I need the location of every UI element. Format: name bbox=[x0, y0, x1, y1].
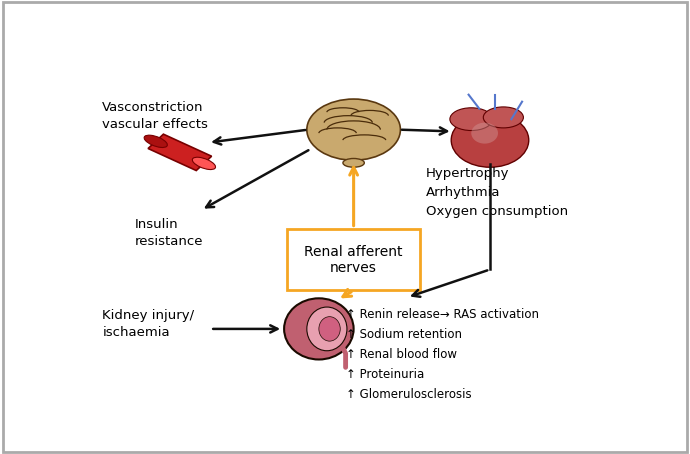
Ellipse shape bbox=[483, 107, 524, 128]
FancyArrowPatch shape bbox=[350, 167, 357, 226]
Ellipse shape bbox=[307, 307, 347, 351]
Ellipse shape bbox=[144, 135, 168, 148]
Ellipse shape bbox=[471, 123, 498, 143]
Ellipse shape bbox=[450, 108, 493, 130]
Ellipse shape bbox=[193, 157, 215, 169]
Text: ↑ Renin release→ RAS activation
↑ Sodium retention
↑ Renal blood flow
↑ Proteinu: ↑ Renin release→ RAS activation ↑ Sodium… bbox=[346, 308, 539, 401]
FancyArrowPatch shape bbox=[213, 325, 277, 332]
Ellipse shape bbox=[284, 298, 354, 360]
Ellipse shape bbox=[307, 99, 400, 160]
Text: Vasconstriction
vascular effects: Vasconstriction vascular effects bbox=[102, 101, 208, 131]
Ellipse shape bbox=[343, 158, 364, 167]
Ellipse shape bbox=[319, 317, 340, 341]
FancyArrowPatch shape bbox=[214, 130, 306, 144]
FancyArrowPatch shape bbox=[402, 128, 447, 134]
Text: Insulin
resistance: Insulin resistance bbox=[135, 218, 203, 248]
FancyArrowPatch shape bbox=[413, 271, 487, 297]
FancyArrowPatch shape bbox=[206, 150, 308, 207]
Text: Renal afferent
nerves: Renal afferent nerves bbox=[304, 245, 403, 275]
Ellipse shape bbox=[451, 113, 529, 167]
Text: Kidney injury/
ischaemia: Kidney injury/ ischaemia bbox=[102, 309, 195, 339]
Polygon shape bbox=[148, 134, 212, 171]
FancyArrowPatch shape bbox=[343, 290, 352, 297]
FancyBboxPatch shape bbox=[287, 229, 420, 291]
Text: Hypertrophy
Arrhythmia
Oxygen consumption: Hypertrophy Arrhythmia Oxygen consumptio… bbox=[426, 167, 568, 218]
